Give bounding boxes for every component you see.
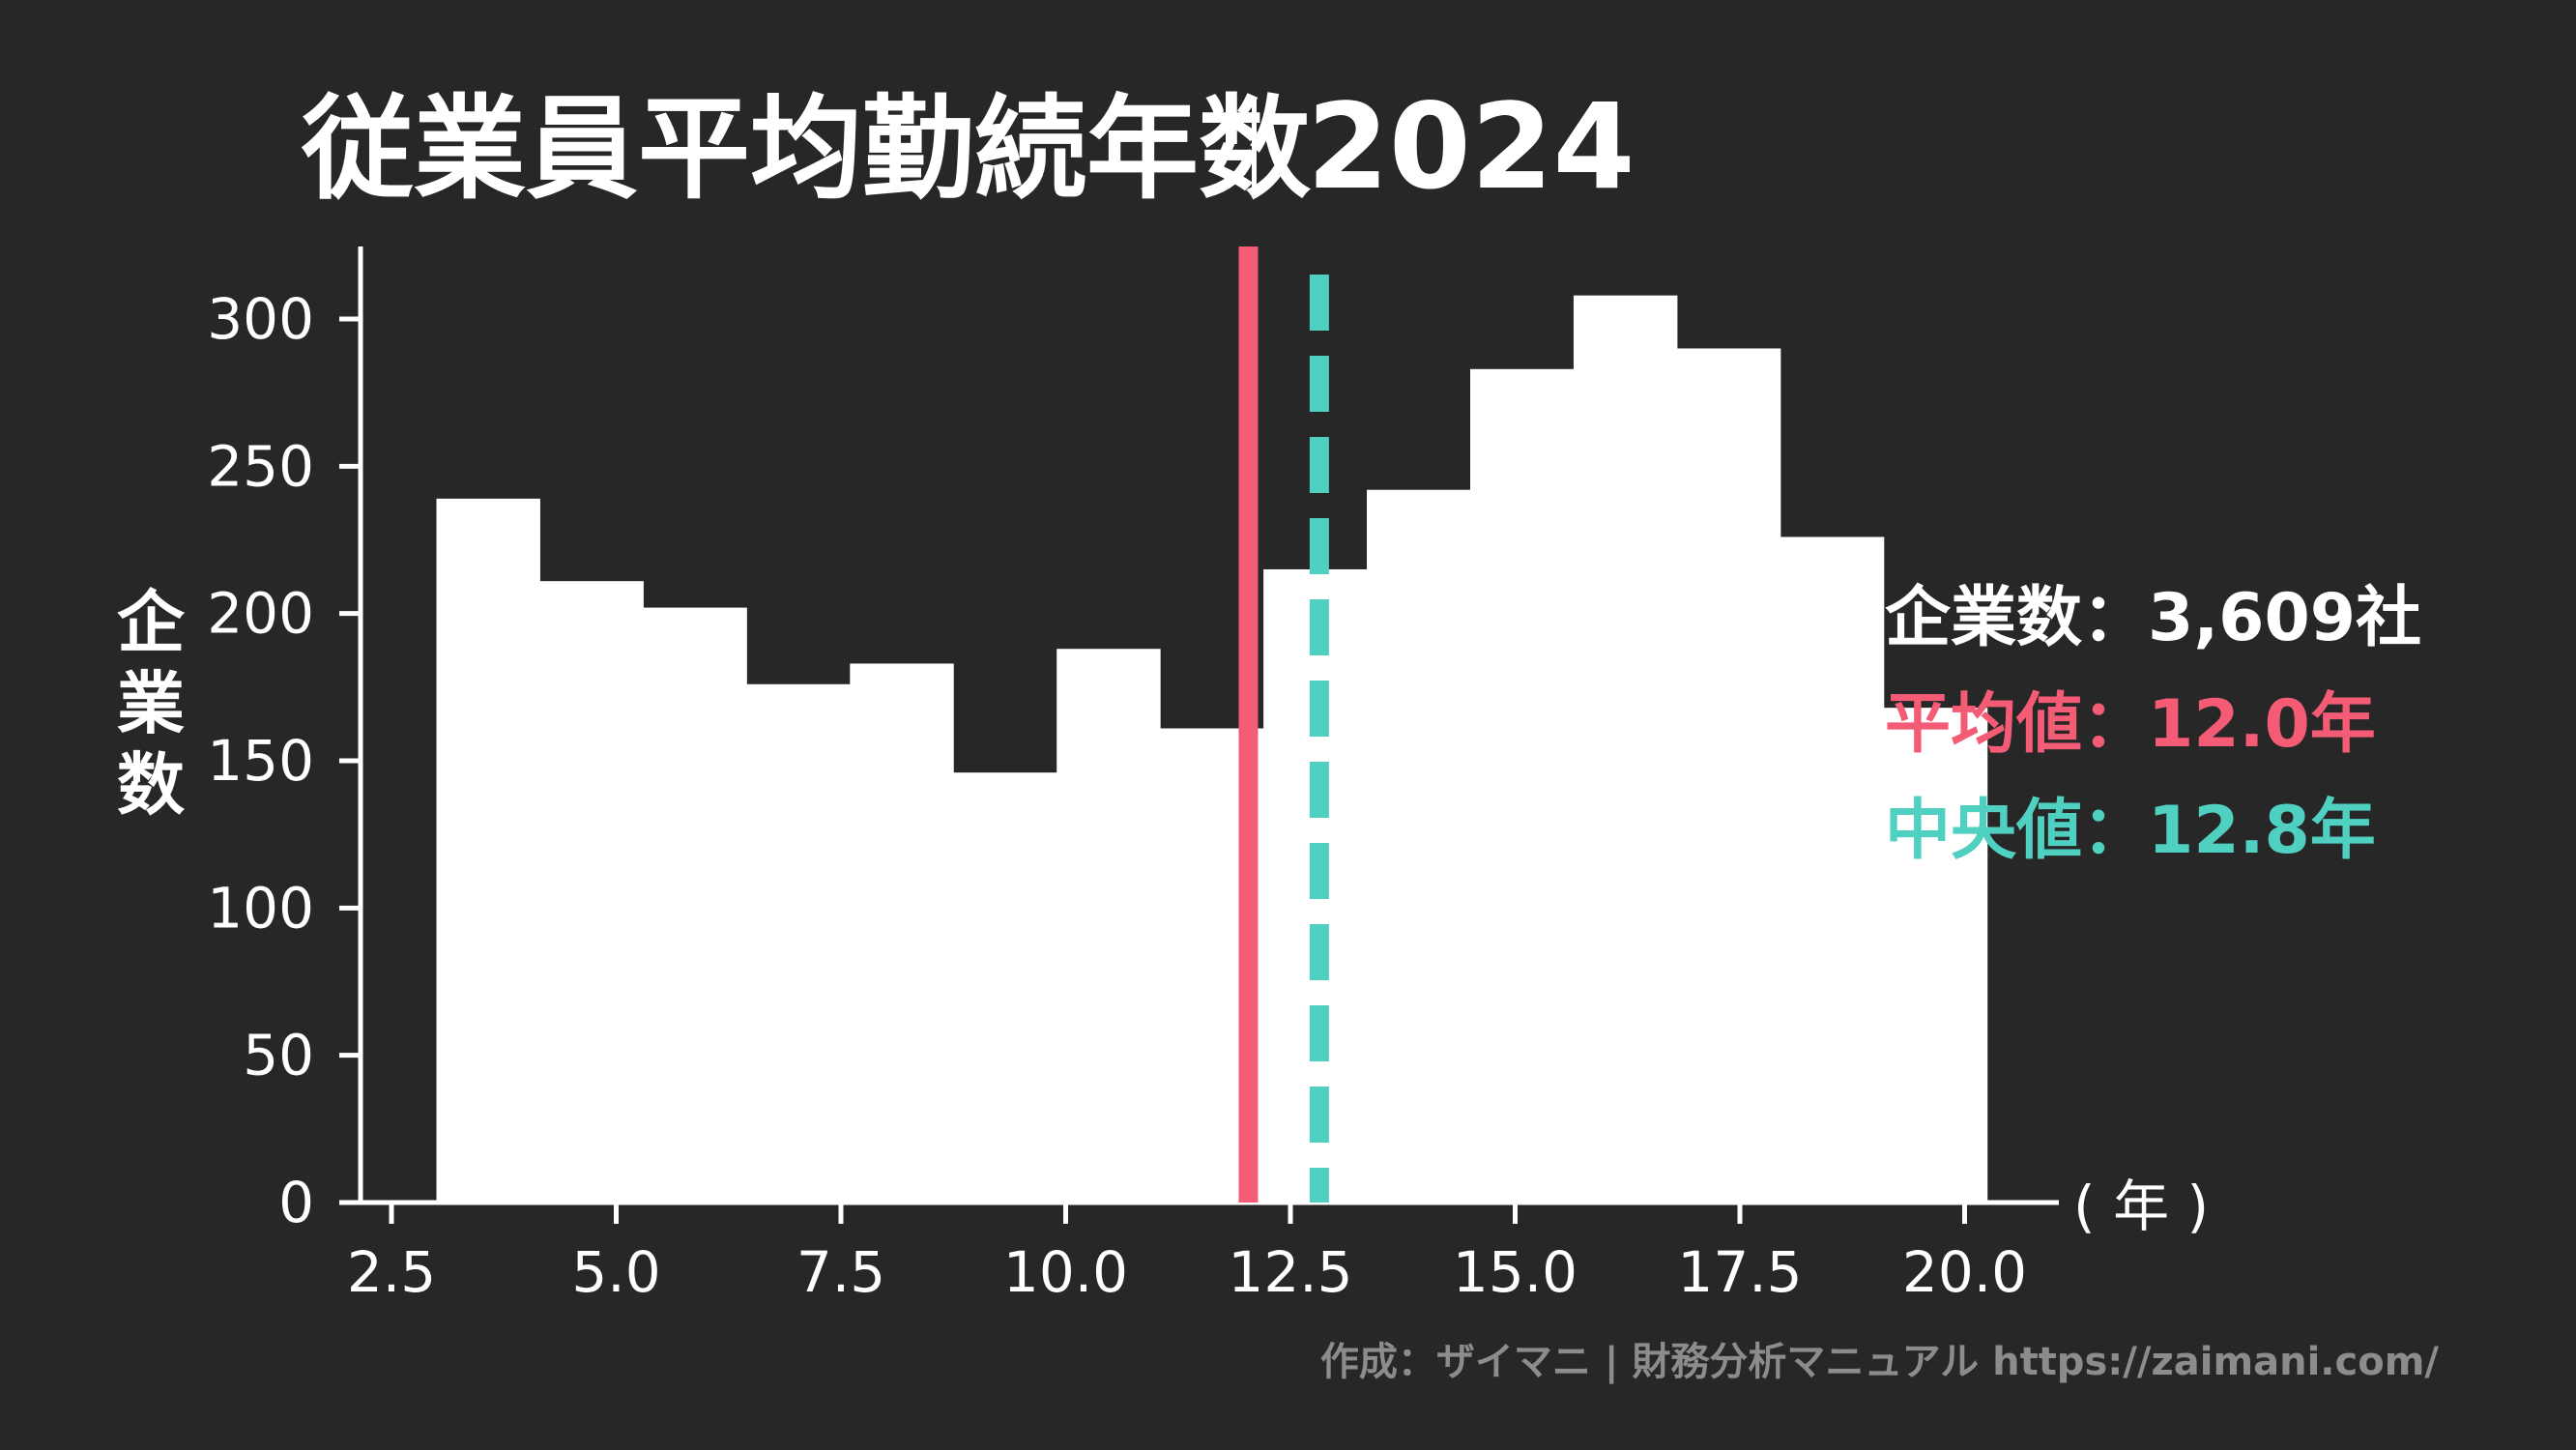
- histogram-bar: [746, 683, 851, 1203]
- histogram-bar: [1780, 536, 1885, 1203]
- histogram-bar: [643, 607, 747, 1203]
- y-tick-label: 50: [243, 1023, 314, 1088]
- median-value-label: 中央値：12.8年: [1885, 793, 2376, 869]
- y-tick-label: 100: [207, 875, 314, 941]
- y-tick-label: 200: [207, 581, 314, 647]
- histogram-bar: [1573, 295, 1678, 1203]
- company-count-label: 企業数：3,609社: [1885, 580, 2421, 656]
- histogram-bar: [1367, 489, 1471, 1203]
- x-tick-label: 20.0: [1902, 1239, 2027, 1305]
- y-tick-label: 0: [278, 1170, 314, 1235]
- y-tick-label: 300: [207, 286, 314, 352]
- histogram-bar: [953, 772, 1057, 1203]
- y-axis-ticks: 0 50 100 150 200 250 300: [207, 286, 361, 1235]
- mean-value-label: 平均値：12.0年: [1885, 686, 2376, 763]
- x-tick-label: 5.0: [571, 1239, 660, 1305]
- y-axis-label-char: 数: [117, 745, 185, 825]
- x-tick-label: 10.0: [1003, 1239, 1128, 1305]
- histogram-bar: [850, 663, 954, 1203]
- histogram-bar: [436, 498, 540, 1203]
- x-tick-label: 7.5: [796, 1239, 885, 1305]
- y-axis-label-char: 企: [117, 583, 186, 662]
- histogram-bar: [1470, 368, 1575, 1203]
- histogram-bar: [1676, 348, 1781, 1203]
- histogram-bar: [539, 581, 644, 1203]
- x-tick-label: 17.5: [1677, 1239, 1802, 1305]
- y-tick-label: 250: [207, 433, 314, 499]
- histogram-bar: [1056, 649, 1161, 1203]
- title-separator: [1252, 99, 1257, 189]
- credit-text: 作成：ザイマニ | 財務分析マニュアル https://zaimani.com/: [1320, 1340, 2439, 1385]
- y-axis-label-char: 業: [117, 664, 185, 743]
- chart-title: 従業員平均勤続年数: [301, 84, 1311, 215]
- y-tick-label: 150: [207, 728, 314, 794]
- x-tick-label: 15.0: [1453, 1239, 1577, 1305]
- x-tick-label: 2.5: [347, 1239, 436, 1305]
- x-axis-ticks: 2.5 5.0 7.5 10.0 12.5 15.0 17.5 20.0: [347, 1203, 2027, 1305]
- histogram-bars: [436, 295, 1988, 1203]
- x-axis-unit-label: ( 年 ): [2073, 1174, 2209, 1239]
- chart-title-year: 2024: [1307, 78, 1635, 216]
- y-axis-label: 企業数: [117, 583, 186, 825]
- histogram-bar: [1883, 708, 1988, 1203]
- x-tick-label: 12.5: [1228, 1239, 1352, 1305]
